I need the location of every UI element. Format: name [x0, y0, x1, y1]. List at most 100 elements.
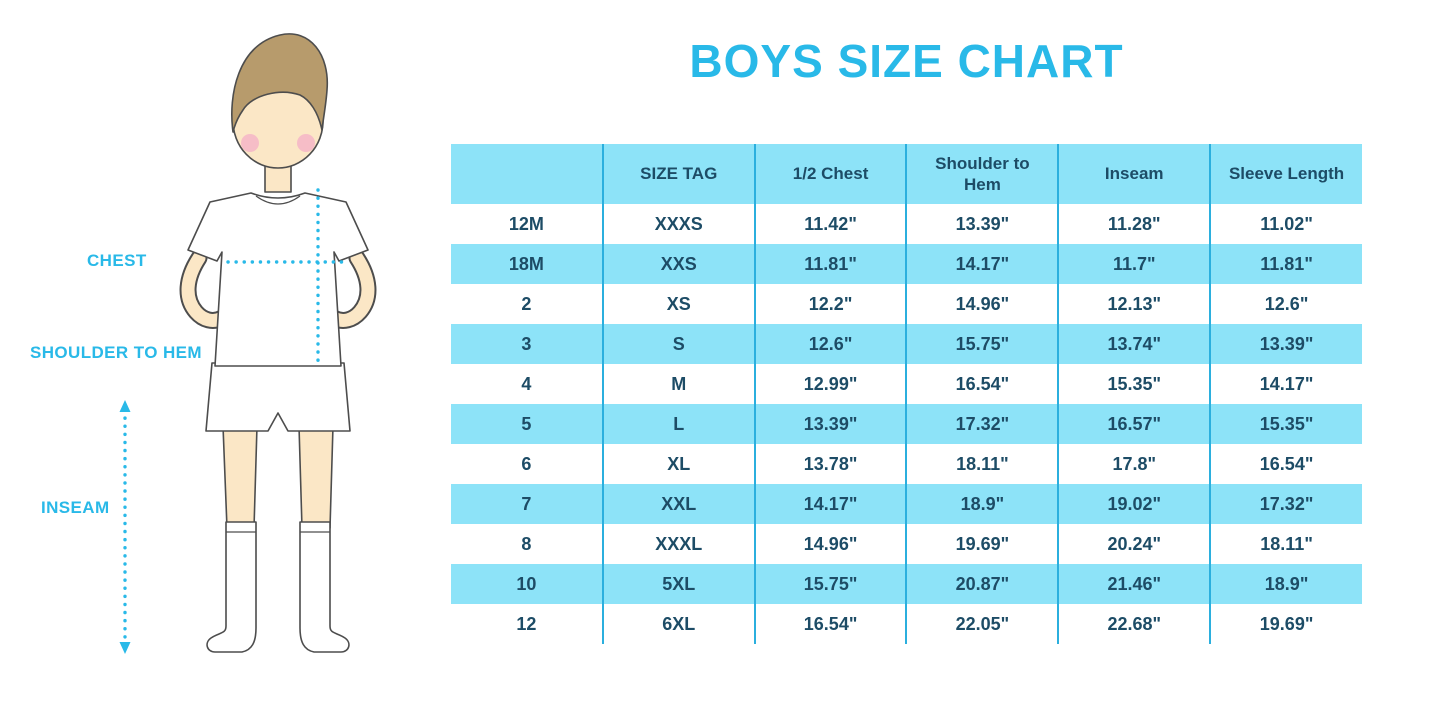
right-sock [299, 521, 350, 653]
hair [231, 33, 329, 133]
table-row: 10 5XL 15.75" 20.87" 21.46" 18.9" [451, 564, 1362, 604]
column-header: 1/2 Chest [753, 144, 907, 204]
value-cell: 19.69" [905, 524, 1059, 564]
value-cell: 13.39" [1209, 324, 1362, 364]
inseam-arrow-bottom [119, 642, 131, 654]
t-shirt [187, 192, 369, 367]
value-cell: 14.96" [905, 284, 1059, 324]
value-cell: 11.42" [753, 204, 907, 244]
value-cell: XXS [601, 244, 755, 284]
column-header: Shoulder to Hem [905, 144, 1059, 204]
value-cell: XS [601, 284, 755, 324]
size-cell: 4 [521, 373, 532, 394]
value-cell: XXXS [601, 204, 755, 244]
value-cell: 16.54" [1209, 444, 1362, 484]
size-cell: 5 [451, 404, 603, 444]
value-cell: 18.9" [1209, 564, 1362, 604]
value-cell: 14.96" [753, 524, 907, 564]
value-cell: 22.68" [1057, 604, 1211, 644]
chest-label: CHEST [87, 251, 147, 270]
size-cell: 2 [521, 293, 532, 314]
size-cell: 7 [451, 484, 603, 524]
column-header: SIZE TAG [601, 144, 755, 204]
header-row: SIZE TAG 1/2 Chest Shoulder to Hem Inseam Sl… [451, 144, 1362, 204]
inseam-label: INSEAM [41, 498, 110, 517]
left-sock [206, 521, 257, 653]
value-cell: 13.74" [1057, 324, 1211, 364]
value-cell: 12.2" [753, 284, 907, 324]
value-cell: 16.54" [905, 364, 1059, 404]
value-cell: 18.9" [905, 484, 1059, 524]
table-row: 7 XXL 14.17" 18.9" 19.02" 17.32" [451, 484, 1362, 524]
table-row: 12 6XL 16.54" 22.05" 22.68" 19.69" [451, 604, 1362, 644]
size-cell: 12 [516, 613, 537, 634]
size-cell: 18M [451, 244, 603, 284]
value-cell: XL [601, 444, 755, 484]
table-row: 3 S 12.6" 15.75" 13.74" 13.39" [451, 324, 1362, 364]
value-cell: 16.57" [1057, 404, 1211, 444]
table-row: 18M XXS 11.81" 14.17" 11.7" 11.81" [451, 244, 1362, 284]
boy-illustration [119, 33, 377, 654]
table-row: 2 XS 12.2" 14.96" 12.13" 12.6" [451, 284, 1362, 324]
value-cell: 19.69" [1209, 604, 1362, 644]
value-cell: 14.17" [905, 244, 1059, 284]
size-table-container: SIZE TAG 1/2 Chest Shoulder to Hem Inseam Sl… [451, 144, 1362, 644]
value-cell: 13.39" [905, 204, 1059, 244]
value-cell: 17.32" [905, 404, 1059, 444]
table-row: 5 L 13.39" 17.32" 16.57" 15.35" [451, 404, 1362, 444]
column-header: Sleeve Length [1209, 144, 1362, 204]
right-leg [298, 425, 334, 529]
column-header [451, 144, 603, 204]
value-cell: 12.99" [753, 364, 907, 404]
value-cell: M [601, 364, 755, 404]
table-row: 12M XXXS 11.42" 13.39" 11.28" 11.02" [451, 204, 1362, 244]
size-cell: 10 [451, 564, 603, 604]
collar-line [255, 195, 301, 205]
column-header: Inseam [1057, 144, 1211, 204]
value-cell: 16.54" [753, 604, 907, 644]
value-cell: 12.6" [1209, 284, 1362, 324]
value-cell: 22.05" [905, 604, 1059, 644]
value-cell: 13.78" [753, 444, 907, 484]
value-cell: 11.7" [1057, 244, 1211, 284]
left-arm [181, 251, 229, 327]
size-cell: 6 [521, 453, 532, 474]
value-cell: 17.8" [1057, 444, 1211, 484]
value-cell: XXXL [601, 524, 755, 564]
table-row: 6 XL 13.78" 18.11" 17.8" 16.54" [451, 444, 1362, 484]
left-cheek [241, 134, 259, 152]
value-cell: 14.17" [1209, 364, 1362, 404]
value-cell: 21.46" [1057, 564, 1211, 604]
value-cell: 14.17" [753, 484, 907, 524]
value-cell: L [601, 404, 755, 444]
size-table: SIZE TAG 1/2 Chest Shoulder to Hem Inseam Sl… [451, 144, 1362, 644]
value-cell: XXL [601, 484, 755, 524]
value-cell: 18.11" [905, 444, 1059, 484]
value-cell: 11.81" [1209, 244, 1362, 284]
right-arm [327, 251, 375, 327]
value-cell: 12.13" [1057, 284, 1211, 324]
value-cell: 15.75" [905, 324, 1059, 364]
value-cell: 19.02" [1057, 484, 1211, 524]
value-cell: 15.35" [1209, 404, 1362, 444]
value-cell: 11.02" [1209, 204, 1362, 244]
size-cell: 12M [508, 213, 544, 234]
value-cell: 18.11" [1209, 524, 1362, 564]
value-cell: 13.39" [753, 404, 907, 444]
value-cell: 11.81" [753, 244, 907, 284]
value-cell: 20.24" [1057, 524, 1211, 564]
shoulder-to-hem-label: SHOULDER TO HEM [30, 343, 202, 362]
shorts [205, 362, 351, 432]
value-cell: 11.28" [1057, 204, 1211, 244]
table-row: 8 XXXL 14.96" 19.69" 20.24" 18.11" [451, 524, 1362, 564]
value-cell: 6XL [601, 604, 755, 644]
left-leg [222, 425, 258, 529]
value-cell: 20.87" [905, 564, 1059, 604]
size-cell: 8 [521, 533, 532, 554]
inseam-arrow-top [119, 400, 131, 412]
value-cell: S [601, 324, 755, 364]
right-cheek [297, 134, 315, 152]
page-title: BOYS SIZE CHART [689, 35, 1124, 87]
value-cell: 17.32" [1209, 484, 1362, 524]
